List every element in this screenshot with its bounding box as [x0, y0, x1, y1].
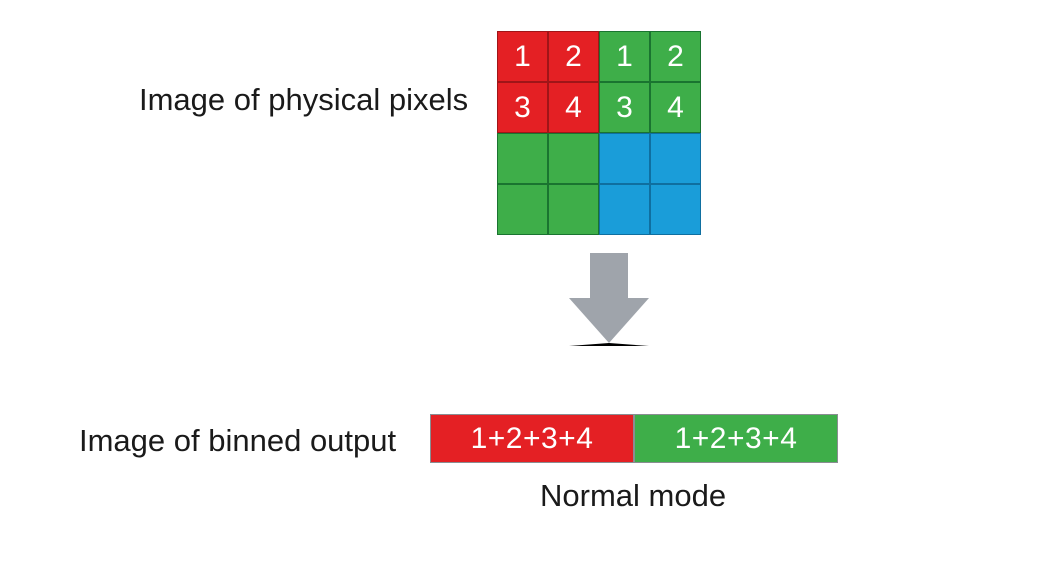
binned-cell-value: 1+2+3+4 — [471, 422, 594, 456]
pixel-cell-value: 2 — [565, 40, 582, 74]
binned-cell-0: 1+2+3+4 — [430, 414, 634, 463]
binned-cell-1: 1+2+3+4 — [634, 414, 838, 463]
pixel-cell-1-3: 4 — [650, 82, 701, 133]
pixel-cell-2-2 — [599, 133, 650, 184]
label-binned-output: Image of binned output — [79, 423, 396, 459]
pixel-cell-0-2: 1 — [599, 31, 650, 82]
pixel-cell-value: 1 — [514, 40, 531, 74]
binned-output-row: 1+2+3+4 1+2+3+4 — [430, 414, 838, 463]
pixel-cell-value: 4 — [667, 91, 684, 125]
binned-cell-value: 1+2+3+4 — [675, 422, 798, 456]
pixel-cell-3-0 — [497, 184, 548, 235]
label-physical-pixels: Image of physical pixels — [139, 82, 468, 118]
arrow-shaft — [590, 253, 628, 298]
pixel-cell-value: 4 — [565, 91, 582, 125]
pixel-cell-2-3 — [650, 133, 701, 184]
pixel-grid: 12123434 — [497, 31, 701, 235]
pixel-cell-0-1: 2 — [548, 31, 599, 82]
pixel-cell-0-0: 1 — [497, 31, 548, 82]
arrow-head — [569, 298, 649, 346]
pixel-cell-1-1: 4 — [548, 82, 599, 133]
label-normal-mode: Normal mode — [540, 478, 726, 514]
pixel-cell-1-0: 3 — [497, 82, 548, 133]
pixel-cell-2-0 — [497, 133, 548, 184]
pixel-cell-1-2: 3 — [599, 82, 650, 133]
pixel-cell-3-3 — [650, 184, 701, 235]
pixel-cell-value: 2 — [667, 40, 684, 74]
down-arrow-icon — [569, 253, 649, 346]
pixel-cell-3-1 — [548, 184, 599, 235]
pixel-cell-0-3: 2 — [650, 31, 701, 82]
pixel-cell-value: 3 — [616, 91, 633, 125]
pixel-cell-value: 1 — [616, 40, 633, 74]
diagram-stage: Image of physical pixels Image of binned… — [0, 0, 1053, 576]
pixel-cell-2-1 — [548, 133, 599, 184]
pixel-cell-value: 3 — [514, 91, 531, 125]
pixel-cell-3-2 — [599, 184, 650, 235]
